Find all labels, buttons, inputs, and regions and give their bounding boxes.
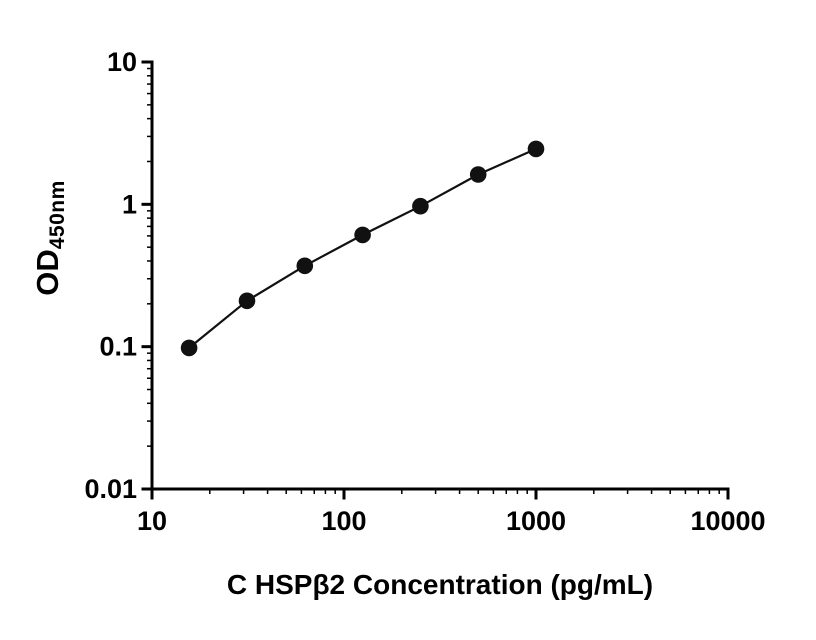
x-axis-title: C HSPβ2 Concentration (pg/mL) bbox=[226, 569, 654, 600]
data-point bbox=[180, 339, 198, 357]
x-tick-label: 100 bbox=[321, 506, 366, 536]
x-tick-label: 1000 bbox=[506, 506, 566, 536]
tick-labels: 10 100 1000 10000 10 1 0.1 0.01 bbox=[84, 47, 765, 536]
axes bbox=[141, 60, 730, 500]
x-tick-label: 10 bbox=[137, 506, 167, 536]
data-point bbox=[412, 197, 429, 215]
minor-ticks bbox=[147, 67, 720, 494]
data-point bbox=[469, 166, 487, 183]
y-tick-label: 10 bbox=[107, 47, 137, 77]
y-tick-label: 1 bbox=[122, 189, 137, 219]
y-tick-label: 0.1 bbox=[99, 332, 137, 362]
data-point bbox=[527, 140, 545, 158]
data-point bbox=[354, 226, 371, 244]
data-point bbox=[238, 292, 256, 310]
data-point bbox=[296, 257, 314, 275]
x-tick-label: 10000 bbox=[690, 506, 765, 536]
y-tick-label: 0.01 bbox=[84, 474, 137, 504]
y-axis-title-main: OD bbox=[30, 249, 65, 296]
y-axis-title: OD450nm bbox=[30, 180, 70, 296]
y-axis-title-subscript: 450nm bbox=[46, 180, 69, 250]
